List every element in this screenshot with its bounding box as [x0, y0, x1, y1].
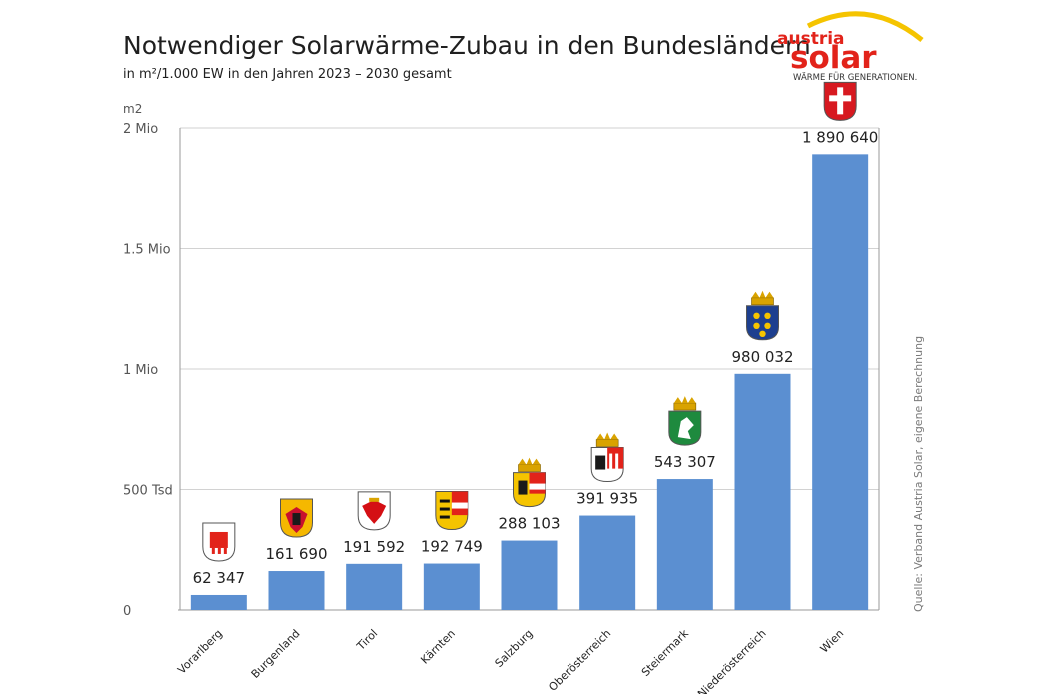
- steiermark-coat-of-arms: [668, 396, 702, 446]
- lion-shape: [439, 507, 450, 511]
- banner-tail: [223, 547, 227, 554]
- value-label: 62 347: [193, 569, 246, 587]
- eagle-shape: [759, 330, 766, 338]
- shield-white-bar: [451, 502, 468, 509]
- shield-right-red: [529, 472, 546, 494]
- lion-shape: [439, 499, 450, 503]
- category-label: Burgenland: [249, 627, 303, 681]
- value-label: 161 690: [265, 545, 327, 563]
- y-tick-label: 2 Mio: [123, 122, 158, 137]
- banner-shape: [209, 531, 228, 548]
- bar: [268, 571, 325, 610]
- oberoesterreich-coat-of-arms: [590, 432, 624, 483]
- crown-points: [751, 290, 774, 298]
- shield-white-pale: [609, 453, 613, 472]
- shield-white-pale: [615, 453, 619, 472]
- eagle-shape: [753, 312, 760, 320]
- bar: [501, 540, 558, 610]
- y-tick-label: 500 Tsd: [123, 484, 173, 499]
- tirol-coat-of-arms: [357, 491, 391, 531]
- eagle-shape: [362, 499, 387, 524]
- eagle-crown: [369, 497, 380, 502]
- cross-horizontal: [829, 95, 852, 102]
- crown-points: [596, 432, 619, 440]
- wien-coat-of-arms: [823, 81, 857, 121]
- y-tick-label: 0: [123, 604, 131, 619]
- bar: [346, 563, 403, 610]
- value-label: 980 032: [731, 348, 793, 366]
- bar: [734, 373, 791, 610]
- logo-word-solar: solar: [790, 40, 877, 76]
- category-label: Niederösterreich: [695, 627, 769, 694]
- banner-tail: [217, 547, 221, 554]
- salzburg-coat-of-arms: [513, 457, 546, 508]
- coat-of-arms-icons: [202, 81, 857, 562]
- chart-title: Notwendiger Solarwärme-Zubau in den Bund…: [123, 31, 811, 60]
- eagle-shape: [764, 322, 771, 330]
- crown-shape: [673, 402, 697, 411]
- vorarlberg-coat-of-arms: [202, 522, 236, 562]
- bar: [423, 563, 480, 610]
- category-label: Vorarlberg: [175, 627, 225, 677]
- kaernten-coat-of-arms: [435, 491, 469, 531]
- eagle-center: [292, 513, 301, 526]
- lion-shape: [439, 515, 450, 519]
- category-label: Tirol: [354, 627, 381, 654]
- bar: [812, 154, 869, 610]
- value-label: 191 592: [343, 538, 405, 556]
- niederoesterreich-coat-of-arms: [746, 290, 779, 341]
- crown-points: [673, 396, 696, 404]
- category-label: Steiermark: [639, 626, 691, 678]
- logo-word-austria: austria: [777, 29, 845, 49]
- banner-tail: [211, 547, 215, 554]
- category-label: Wien: [818, 627, 847, 656]
- value-labels: 62 347 161 690 191 592 192 749 288 103 391 93…: [193, 128, 879, 587]
- value-label: 288 103: [498, 515, 560, 533]
- category-label: Kärnten: [418, 627, 458, 667]
- panther-shape: [677, 417, 694, 440]
- category-labels: Vorarlberg Burgenland Tirol Kärnten Salzburg…: [175, 626, 846, 694]
- lion-shape: [518, 480, 528, 495]
- value-label: 1 890 640: [802, 128, 878, 146]
- chart-subtitle: in m²/1.000 EW in den Jahren 2023 – 2030…: [123, 67, 452, 82]
- value-label: 391 935: [576, 490, 638, 508]
- crown-shape: [751, 297, 774, 306]
- y-tick-label: 1.5 Mio: [123, 243, 171, 258]
- austria-solar-logo: austria solar WÄRME FÜR GENERATIONEN.: [777, 11, 924, 83]
- value-label: 192 749: [421, 538, 483, 556]
- eagle-shape: [595, 455, 606, 470]
- bar: [656, 479, 713, 610]
- value-label: 543 307: [654, 453, 716, 471]
- crown-shape: [518, 464, 541, 472]
- y-axis-unit-label: m2: [123, 102, 142, 116]
- logo-sun-arc: [806, 11, 924, 42]
- logo-tagline: WÄRME FÜR GENERATIONEN.: [793, 72, 917, 83]
- eagle-shape: [753, 322, 760, 330]
- bars: [190, 154, 869, 610]
- shield-white-bar: [529, 483, 546, 490]
- category-label: Oberösterreich: [546, 627, 613, 694]
- bar: [190, 594, 247, 610]
- category-label: Salzburg: [493, 627, 536, 670]
- source-note: Quelle: Verband Austria Solar, eigene Be…: [912, 336, 925, 612]
- y-axis-ticks: 0 500 Tsd 1 Mio 1.5 Mio 2 Mio: [123, 122, 173, 619]
- crown-shape: [595, 439, 619, 447]
- eagle-shape: [764, 312, 771, 320]
- burgenland-coat-of-arms: [280, 498, 313, 538]
- y-tick-label: 1 Mio: [123, 363, 158, 378]
- bar: [579, 515, 636, 610]
- crown-points: [518, 457, 541, 465]
